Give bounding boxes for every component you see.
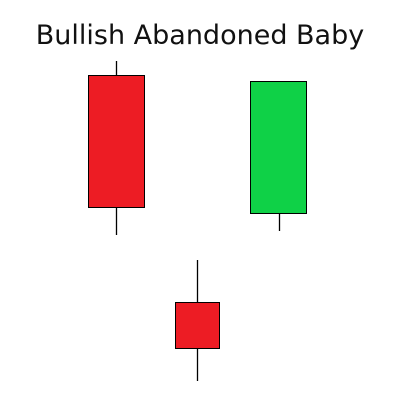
candle-1 xyxy=(88,61,145,235)
title: Bullish Abandoned Baby xyxy=(36,20,364,51)
candle-body xyxy=(250,81,307,214)
candle-2 xyxy=(175,260,220,381)
candle-body xyxy=(88,75,145,208)
candle-body xyxy=(175,302,220,349)
candle-3 xyxy=(250,81,307,231)
